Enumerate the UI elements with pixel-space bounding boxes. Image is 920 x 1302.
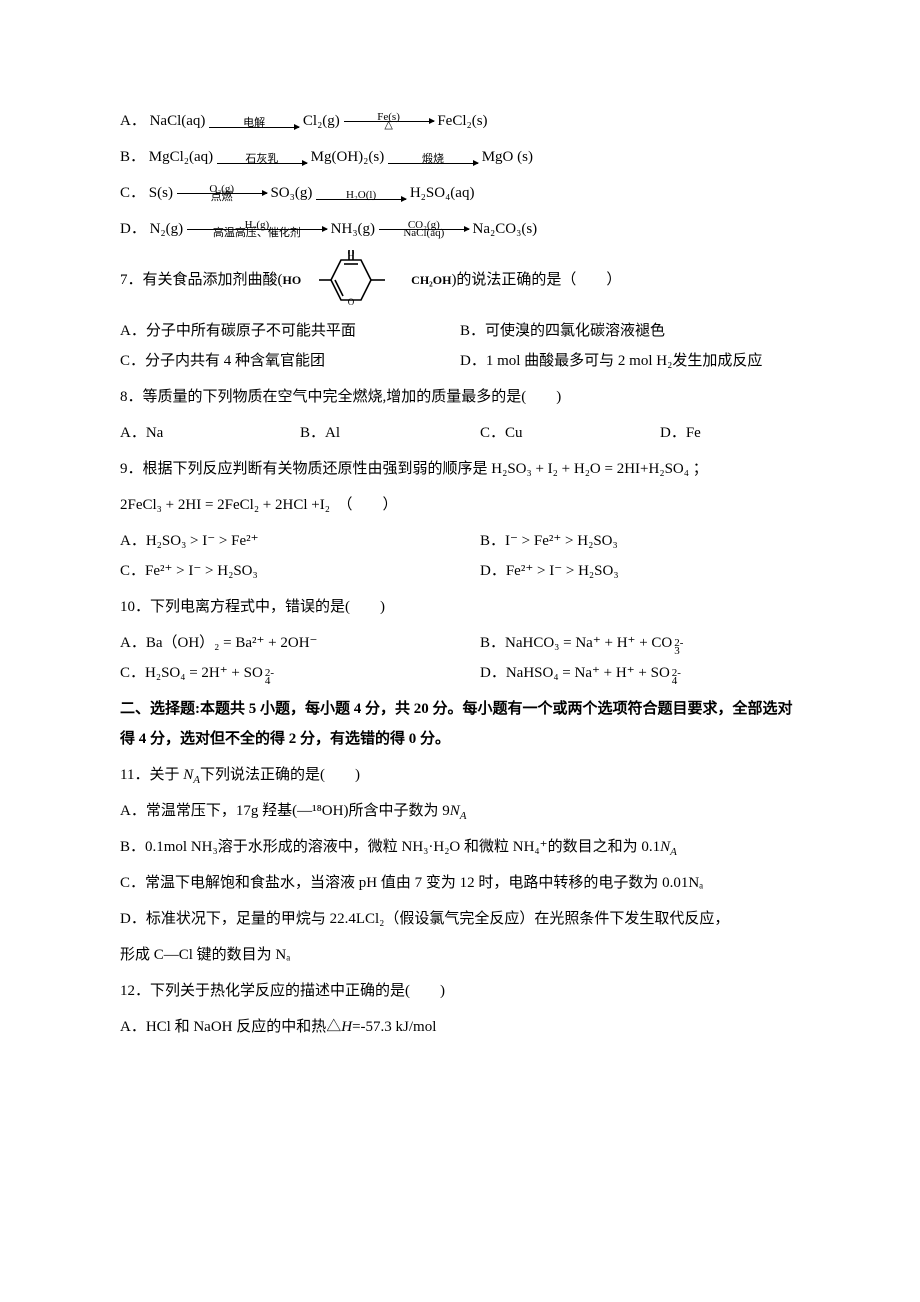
q7-stem: 7．有关食品添加剂曲酸(HO O O CH₂OH )的说法正确的是（ ）	[120, 250, 800, 310]
q11-stem: 11．关于 NA下列说法正确的是( )	[120, 760, 800, 790]
q11-stem-pre: 11．关于	[120, 767, 183, 783]
q11-B-NA-sub: A	[670, 846, 677, 858]
q12-A-post: =-57.3 kJ/mol	[352, 1019, 436, 1035]
q6C-s1: SO₃(g)	[270, 185, 312, 201]
q6A-label: A．	[120, 113, 146, 129]
arrow-icon: 煅烧	[388, 154, 478, 162]
q6B-s2: MgO (s)	[482, 149, 533, 165]
q10-C-pre: C．H₂SO₄ = 2H⁺ + SO	[120, 665, 263, 681]
q9-stem1: 9．根据下列反应判断有关物质还原性由强到弱的顺序是 H₂SO₃ + I₂ + H…	[120, 454, 800, 484]
arrow-icon: 石灰乳	[217, 154, 307, 162]
q11-A-NA-sub: A	[460, 810, 467, 822]
q6B-label: B．	[120, 149, 145, 165]
q10-B-pre: B．NaHCO₃ = Na⁺ + H⁺ + CO	[480, 635, 672, 651]
q11-A-NA: N	[450, 803, 460, 819]
q11-A-pre: A．常温常压下，17g 羟基(—¹⁸OH)所含中子数为 9	[120, 803, 450, 819]
q11-NA-sub: A	[193, 774, 200, 786]
svg-text:O: O	[348, 297, 355, 307]
q12-A: A．HCl 和 NaOH 反应的中和热△H=-57.3 kJ/mol	[120, 1012, 800, 1042]
q7-C: C．分子内共有 4 种含氧官能团	[120, 346, 460, 376]
q6A-s1: Cl₂(g)	[303, 113, 340, 129]
q9-B: B．I⁻ > Fe²⁺ > H₂SO₃	[480, 526, 618, 556]
q6A-s2: FeCl₂(s)	[437, 113, 487, 129]
q6D-s0: N₂(g)	[150, 221, 184, 237]
q7-A: A．分子中所有碳原子不可能共平面	[120, 316, 460, 346]
section2-heading: 二、选择题:本题共 5 小题，每小题 4 分，共 20 分。每小题有一个或两个选…	[120, 694, 800, 754]
arrow-icon: Fe(s) △	[344, 112, 434, 131]
q12-A-pre: A．HCl 和 NaOH 反应的中和热△	[120, 1019, 341, 1035]
q6B-s1: Mg(OH)₂(s)	[311, 149, 385, 165]
q6-option-C: C． S(s) O₂(g) 点燃 SO₃(g) H₂O(l) H₂SO₄(aq)	[120, 178, 800, 208]
q12-A-ital: H	[341, 1019, 352, 1035]
arrow-icon: 电解	[209, 118, 299, 126]
q6C-s2: H₂SO₄(aq)	[410, 185, 475, 201]
q8-options: A．Na B．Al C．Cu D．Fe	[120, 418, 800, 448]
q10-C: C．H₂SO₄ = 2H⁺ + SO2-4	[120, 658, 480, 688]
q6D-s2: Na₂CO₃(s)	[473, 221, 538, 237]
q6D-s1: NH₃(g)	[331, 221, 375, 237]
arrow-icon: CO₂(g) NaCl(aq)	[379, 220, 469, 239]
q8-A: A．Na	[120, 418, 300, 448]
q11-C: C．常温下电解饱和食盐水，当溶液 pH 值由 7 变为 12 时，电路中转移的电…	[120, 868, 800, 898]
arrow-icon: H₂(g) 高温高压、催化剂	[187, 220, 327, 239]
q11-NA: N	[183, 767, 193, 783]
q10-row1: A．Ba（OH）₂ = Ba²⁺ + 2OH⁻ B．NaHCO₃ = Na⁺ +…	[120, 628, 800, 658]
q12-stem: 12．下列关于热化学反应的描述中正确的是( )	[120, 976, 800, 1006]
q10-row2: C．H₂SO₄ = 2H⁺ + SO2-4 D．NaHSO₄ = Na⁺ + H…	[120, 658, 800, 688]
q7-mol-left: HO	[283, 268, 302, 292]
q9-row2: C．Fe²⁺ > I⁻ > H₂SO₃ D．Fe²⁺ > I⁻ > H₂SO₃	[120, 556, 800, 586]
q11-D1: D．标准状况下，足量的甲烷与 22.4LCl₂（假设氯气完全反应）在光照条件下发…	[120, 904, 800, 934]
q7-mol-right: CH₂OH	[411, 268, 451, 292]
q6C-label: C．	[120, 185, 145, 201]
q9-C: C．Fe²⁺ > I⁻ > H₂SO₃	[120, 556, 480, 586]
q6C-s0: S(s)	[149, 185, 173, 201]
q7-B: B．可使溴的四氯化碳溶液褪色	[460, 316, 665, 346]
q8-stem: 8．等质量的下列物质在空气中完全燃烧,增加的质量最多的是( )	[120, 382, 800, 412]
svg-text:O: O	[348, 250, 355, 258]
q7-options-row1: A．分子中所有碳原子不可能共平面 B．可使溴的四氯化碳溶液褪色	[120, 316, 800, 346]
q10-D-pre: D．NaHSO₄ = Na⁺ + H⁺ + SO	[480, 665, 670, 681]
q8-B: B．Al	[300, 418, 480, 448]
q10-stem: 10．下列电离方程式中，错误的是( )	[120, 592, 800, 622]
q6-option-A: A． NaCl(aq) 电解 Cl₂(g) Fe(s) △ FeCl₂(s)	[120, 106, 800, 136]
arrow-icon: O₂(g) 点燃	[177, 184, 267, 203]
q11-B-NA: N	[660, 839, 670, 855]
q7-options-row2: C．分子内共有 4 种含氧官能团 D．1 mol 曲酸最多可与 2 mol H₂…	[120, 346, 800, 376]
q10-A: A．Ba（OH）₂ = Ba²⁺ + 2OH⁻	[120, 628, 480, 658]
q11-B-pre: B．0.1mol NH₃溶于水形成的溶液中，微粒 NH₃·H₂O 和微粒 NH₄…	[120, 839, 660, 855]
q6-option-B: B． MgCl₂(aq) 石灰乳 Mg(OH)₂(s) 煅烧 MgO (s)	[120, 142, 800, 172]
q9-D: D．Fe²⁺ > I⁻ > H₂SO₃	[480, 556, 619, 586]
molecule-icon: O O	[301, 250, 411, 310]
arrow-icon: H₂O(l)	[316, 190, 406, 198]
q11-stem-post: 下列说法正确的是( )	[200, 767, 360, 783]
q11-D2: 形成 C—Cl 键的数目为 Nₐ	[120, 940, 800, 970]
q6-option-D: D． N₂(g) H₂(g) 高温高压、催化剂 NH₃(g) CO₂(g) Na…	[120, 214, 800, 244]
q9-row1: A．H₂SO₃ > I⁻ > Fe²⁺ B．I⁻ > Fe²⁺ > H₂SO₃	[120, 526, 800, 556]
q6B-s0: MgCl₂(aq)	[149, 149, 213, 165]
q11-A: A．常温常压下，17g 羟基(—¹⁸OH)所含中子数为 9NA	[120, 796, 800, 826]
q10-B: B．NaHCO₃ = Na⁺ + H⁺ + CO2-3	[480, 628, 686, 658]
q7-stem-pre: 7．有关食品添加剂曲酸(	[120, 265, 283, 295]
q8-C: C．Cu	[480, 418, 660, 448]
q7-stem-post: )的说法正确的是（ ）	[451, 265, 621, 295]
q10-D: D．NaHSO₄ = Na⁺ + H⁺ + SO2-4	[480, 658, 684, 688]
q7-D: D．1 mol 曲酸最多可与 2 mol H₂发生加成反应	[460, 346, 762, 376]
q8-D: D．Fe	[660, 418, 701, 448]
q6D-label: D．	[120, 221, 146, 237]
q6A-s0: NaCl(aq)	[150, 113, 206, 129]
q11-B: B．0.1mol NH₃溶于水形成的溶液中，微粒 NH₃·H₂O 和微粒 NH₄…	[120, 832, 800, 862]
q9-A: A．H₂SO₃ > I⁻ > Fe²⁺	[120, 526, 480, 556]
q9-stem2: 2FeCl₃ + 2HI = 2FeCl₂ + 2HCl +I₂ （ ）	[120, 490, 800, 520]
